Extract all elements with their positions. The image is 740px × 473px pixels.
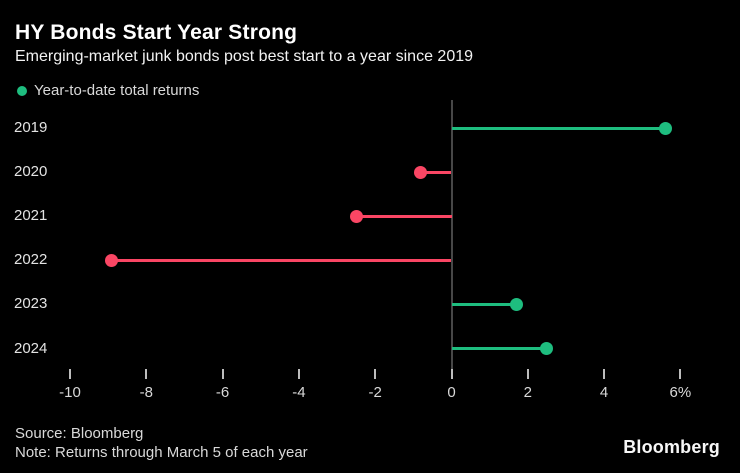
data-point-dot [540,342,554,355]
x-axis-tick [374,369,377,379]
x-axis-tick-label: 2 [523,384,532,401]
zero-axis-line [450,100,453,378]
year-label: 2023 [14,295,48,313]
x-axis-tick [297,369,300,379]
year-label: 2021 [14,207,48,225]
legend: Year-to-date total returns [17,82,199,99]
year-label: 2024 [14,339,48,357]
x-axis-tick-label: 0 [447,384,456,401]
x-axis-tick [603,369,606,379]
stem [356,214,452,218]
year-label: 2022 [14,251,48,269]
x-axis-tick-label: 6% [669,384,692,401]
year-label: 2019 [14,119,48,136]
x-axis-tick [450,369,453,379]
stem [111,258,452,262]
legend-label: Year-to-date total returns [34,82,200,99]
chart-subtitle: Emerging-market junk bonds post best sta… [15,48,474,65]
x-axis-tick-label: -2 [368,384,382,401]
stem [420,170,452,174]
data-point-dot [658,121,672,135]
data-point-dot [349,209,363,223]
x-axis-tick [221,369,224,379]
stem [451,126,666,130]
data-point-dot [509,297,523,311]
source-text: Source: Bloomberg [15,425,144,442]
x-axis-tick [679,369,682,379]
x-axis-tick [526,369,529,379]
x-axis-tick-label: 4 [599,384,609,401]
bloomberg-logo: Bloomberg [623,437,720,457]
page-title: HY Bonds Start Year Strong [15,21,298,44]
stem [451,347,547,350]
x-axis-tick-label: -4 [292,384,306,401]
data-point-dot [414,165,428,179]
x-axis-tick-label: -10 [59,384,81,401]
x-axis-tick-label: -8 [139,384,153,401]
x-axis-tick [145,369,148,379]
x-axis-tick [69,369,71,379]
x-axis-tick-label: -6 [215,384,230,401]
year-label: 2020 [14,163,48,181]
stem [451,302,517,306]
legend-marker-icon [17,85,27,96]
note-text: Note: Returns through March 5 of each ye… [15,444,308,461]
data-point-dot [105,253,119,267]
